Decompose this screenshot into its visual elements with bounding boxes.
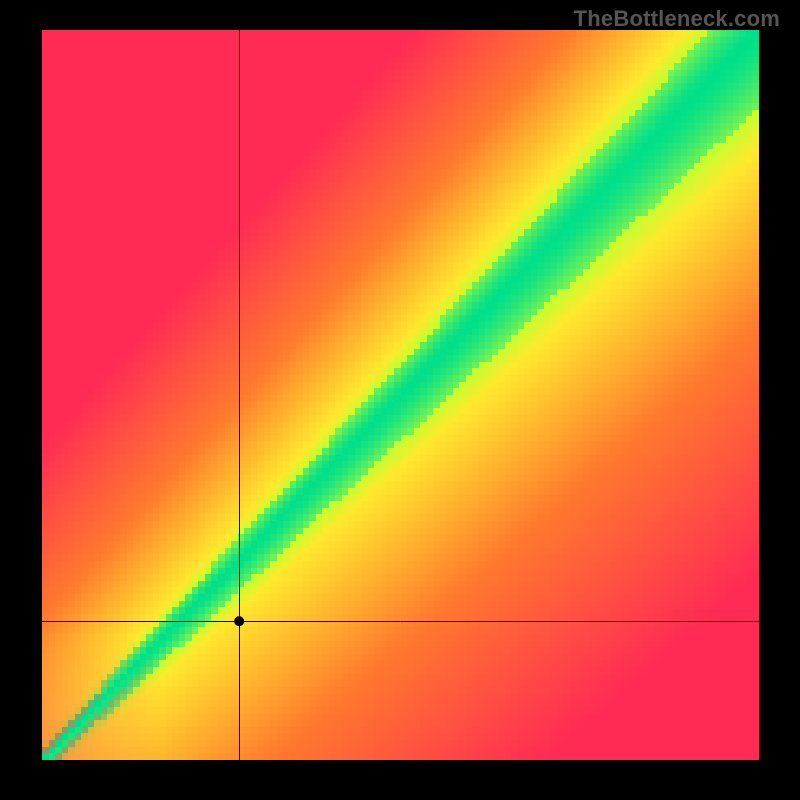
chart-frame: TheBottleneck.com <box>0 0 800 800</box>
watermark-label: TheBottleneck.com <box>574 6 780 32</box>
heatmap-canvas <box>0 0 800 800</box>
